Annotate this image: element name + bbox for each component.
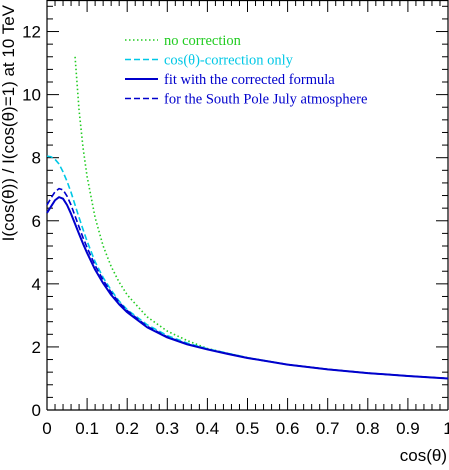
x-tick-label: 0.4 bbox=[196, 419, 220, 438]
x-tick-label: 0.2 bbox=[115, 419, 139, 438]
x-tick-label: 0.9 bbox=[396, 419, 420, 438]
x-tick-label: 0.6 bbox=[276, 419, 300, 438]
legend-label: for the South Pole July atmosphere bbox=[164, 92, 367, 108]
y-axis-label: I(cos(θ)) / I(cos(θ)=1) at 10 TeV bbox=[0, 4, 18, 241]
series-line-2 bbox=[46, 196, 449, 380]
y-tick-label: 12 bbox=[22, 23, 41, 42]
legend-label: no correction bbox=[164, 33, 242, 49]
x-tick-label: 0.1 bbox=[75, 419, 99, 438]
legend-label: cos(θ)-correction only bbox=[164, 53, 294, 69]
y-tick-label: 2 bbox=[32, 338, 41, 357]
series-line-0 bbox=[74, 56, 449, 380]
y-tick-label: 4 bbox=[32, 275, 41, 294]
y-tick-label: 6 bbox=[32, 212, 41, 231]
series-line-3 bbox=[46, 187, 449, 380]
y-tick-label: 8 bbox=[32, 149, 41, 168]
x-tick-label: 0.3 bbox=[155, 419, 179, 438]
series-layer bbox=[46, 56, 449, 380]
y-tick-label: 10 bbox=[22, 86, 41, 105]
x-tick-label: 0 bbox=[42, 419, 51, 438]
x-tick-label: 1 bbox=[443, 419, 449, 438]
x-tick-label: 0.8 bbox=[356, 419, 380, 438]
series-line-1 bbox=[46, 155, 449, 380]
legend-label: fit with the corrected formula bbox=[164, 72, 335, 88]
x-tick-label: 0.7 bbox=[316, 419, 340, 438]
x-axis-label: cos(θ) bbox=[400, 446, 447, 465]
legend: no correction cos(θ)-correction only fit w… bbox=[125, 33, 367, 108]
x-tick-label: 0.5 bbox=[236, 419, 260, 438]
y-tick-label: 0 bbox=[32, 401, 41, 420]
